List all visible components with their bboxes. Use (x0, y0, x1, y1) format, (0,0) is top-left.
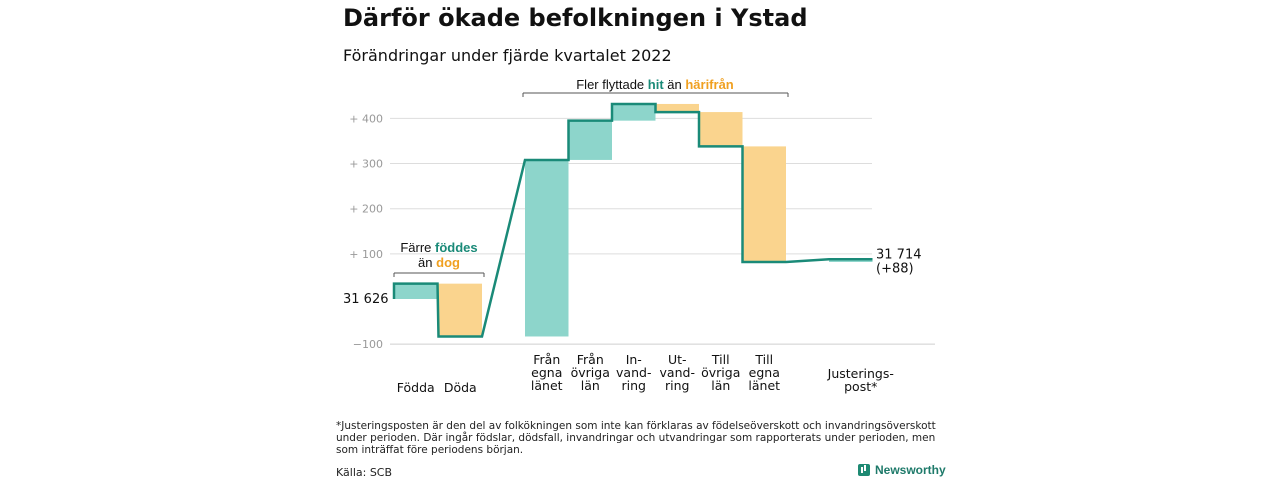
annotation-right-part: hit (648, 77, 665, 92)
start-value-label: 31 626 (343, 292, 389, 307)
source-label: Källa: SCB (336, 466, 393, 479)
x-category-label: Födda (397, 380, 435, 395)
x-category-label: egna (749, 365, 780, 380)
step-line (392, 102, 873, 338)
newsworthy-logo[interactable]: Newsworthy (858, 463, 946, 477)
annotation-right: Fler flyttade hit än härifrån (576, 77, 734, 92)
end-change-label: (+88) (876, 261, 914, 276)
y-tick-label: + 300 (349, 158, 383, 171)
waterfall-bar (525, 159, 569, 337)
annotation-left-line2: än dog (418, 255, 460, 270)
end-value-label: 31 714 (876, 247, 922, 262)
annotation-left-line1-part: föddes (435, 240, 478, 255)
annotation-left-line2-part: än (418, 255, 436, 270)
annotation-right-part: härifrån (685, 77, 733, 92)
annotation-left-line1: Färre föddes (400, 240, 477, 255)
waterfall-bar (742, 146, 786, 262)
annotation-left-line1-part: Färre (400, 240, 435, 255)
x-category-label: egna (531, 365, 562, 380)
x-category-label: Till (754, 352, 773, 367)
x-category-label: Justerings- (827, 366, 894, 381)
waterfall-bar (699, 112, 743, 147)
x-category-label: vand- (616, 365, 651, 380)
x-category-label: län (581, 378, 600, 393)
waterfall-bar (568, 120, 612, 160)
y-tick-label: −100 (353, 338, 383, 351)
annotation-right-part: Fler flyttade (576, 77, 648, 92)
x-category-label: In- (626, 352, 642, 367)
x-category-label: post* (844, 379, 877, 394)
x-category-label: Till (711, 352, 730, 367)
logo-text: Newsworthy (875, 463, 946, 477)
x-category-label: övriga (571, 365, 610, 380)
chart-title: Därför ökade befolkningen i Ystad (343, 4, 808, 32)
waterfall-bar (829, 259, 873, 262)
waterfall-bar (612, 103, 656, 121)
x-category-label: län (711, 378, 730, 393)
x-category-label: länet (531, 378, 563, 393)
newsworthy-logo-icon (858, 464, 870, 476)
x-category-label: ring (622, 378, 646, 393)
waterfall-bar (394, 283, 438, 299)
x-category-label: Ut- (668, 352, 687, 367)
waterfall-bar (438, 283, 482, 337)
y-tick-label: + 200 (349, 203, 383, 216)
x-category-label: övriga (701, 365, 740, 380)
x-category-label: ring (665, 378, 689, 393)
footnote: *Justeringsposten är den del av folkökni… (336, 420, 936, 456)
annotation-left-line2-part: dog (436, 255, 460, 270)
y-tick-label: + 100 (349, 248, 383, 261)
waterfall-bar (655, 103, 699, 113)
x-category-label: Från (577, 352, 604, 367)
x-category-label: vand- (660, 365, 695, 380)
waterfall-chart: −100 + 100 + 200 + 300 + 400 31 626 31 714(+88… (343, 77, 935, 395)
y-tick-label: + 400 (349, 112, 383, 125)
x-category-label: Döda (444, 380, 477, 395)
x-category-label: Från (533, 352, 560, 367)
x-category-label: länet (748, 378, 780, 393)
chart-subtitle: Förändringar under fjärde kvartalet 2022 (343, 46, 672, 65)
annotation-right-part: än (664, 77, 686, 92)
